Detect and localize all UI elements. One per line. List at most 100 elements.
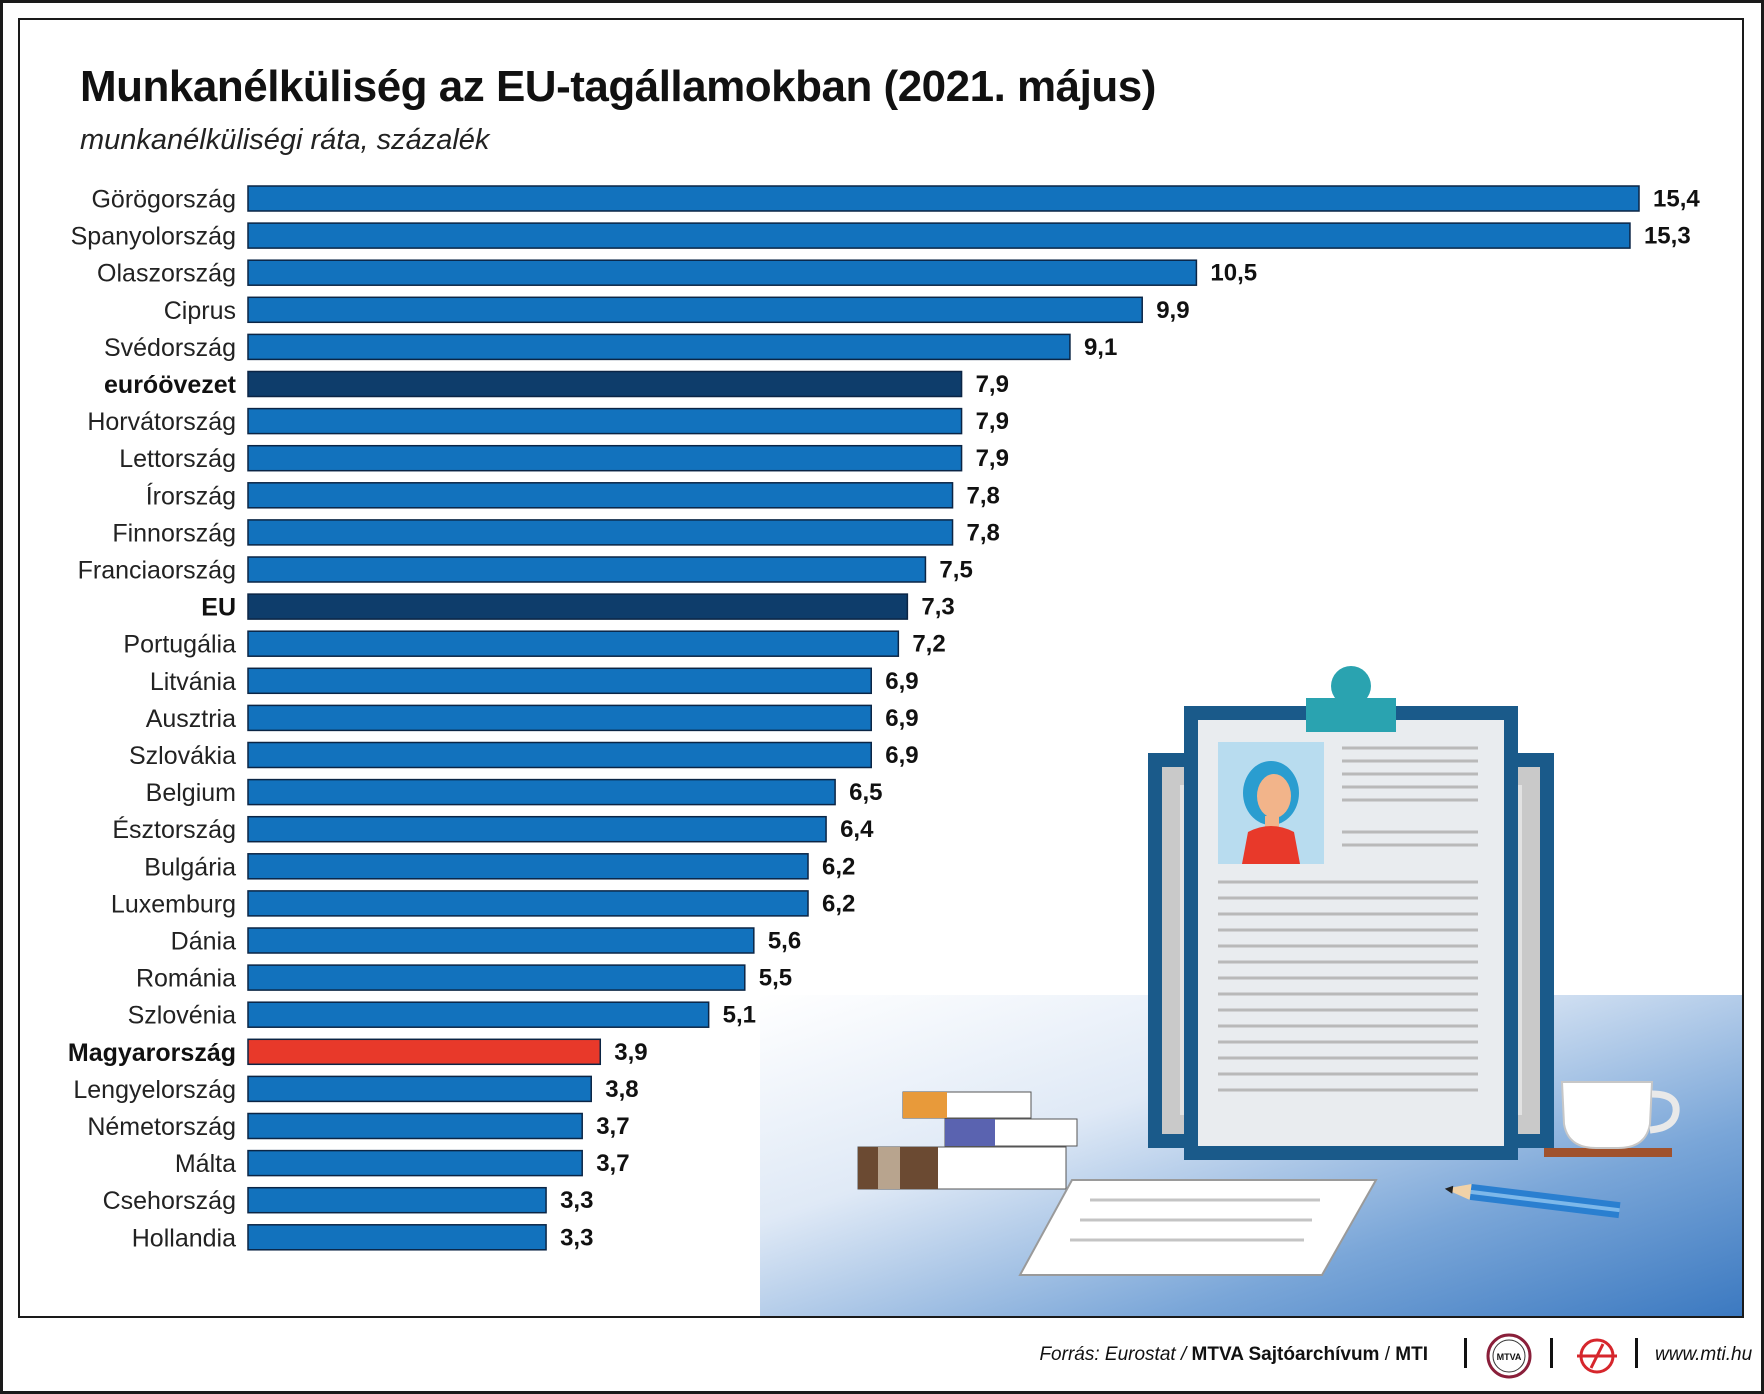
value-label-9: 7,8: [967, 519, 1000, 546]
value-label-17: 6,4: [840, 816, 874, 843]
category-label-2: Olaszország: [97, 260, 236, 288]
website-link[interactable]: www.mti.hu: [1655, 1344, 1753, 1365]
mtva-logo-text: MTVA: [1497, 1352, 1522, 1362]
value-label-24: 3,8: [605, 1076, 638, 1103]
pencil-icon: [1444, 1183, 1621, 1219]
bar-18: [247, 853, 809, 880]
source-mti: MTI: [1395, 1344, 1428, 1365]
mtva-logo-icon: MTVA: [1486, 1333, 1532, 1379]
category-label-14: Ausztria: [146, 705, 236, 733]
infographic-panel: Munkanélküliség az EU-tagállamokban (202…: [18, 18, 1744, 1318]
bar-10: [247, 556, 927, 583]
value-label-23: 3,9: [614, 1039, 647, 1066]
bar-9: [247, 519, 954, 546]
value-label-5: 7,9: [976, 371, 1009, 398]
bar-15: [247, 741, 872, 769]
bar-28: [247, 1224, 547, 1251]
bar-27: [247, 1186, 547, 1214]
category-label-26: Málta: [175, 1150, 236, 1178]
bar-16: [247, 778, 836, 806]
value-label-7: 7,9: [976, 445, 1009, 472]
chart-title: Munkanélküliség az EU-tagállamokban (202…: [80, 62, 1156, 111]
bar-12: [247, 630, 900, 657]
value-label-25: 3,7: [596, 1113, 629, 1140]
footer: Forrás: Eurostat / MTVA Sajtóarchívum / …: [0, 1322, 1764, 1392]
desk-illustration: [760, 666, 1742, 1316]
chart-subtitle: munkanélküliségi ráta, százalék: [80, 124, 490, 156]
category-label-4: Svédország: [104, 334, 236, 362]
bar-5: [247, 370, 963, 398]
value-label-6: 7,9: [976, 408, 1009, 435]
category-label-9: Finnország: [112, 519, 236, 547]
value-label-2: 10,5: [1210, 260, 1257, 287]
bar-13: [247, 667, 872, 695]
bar-1: [247, 222, 1631, 249]
bar-24: [247, 1075, 592, 1103]
category-label-23: Magyarország: [68, 1039, 236, 1067]
value-label-22: 5,1: [723, 1002, 756, 1029]
category-label-21: Románia: [136, 965, 236, 993]
category-label-11: EU: [201, 594, 236, 622]
bar-21: [247, 964, 746, 991]
footer-divider: [1550, 1338, 1553, 1368]
category-label-5: euróövezet: [104, 371, 237, 399]
value-label-10: 7,5: [939, 557, 972, 584]
bar-19: [247, 890, 809, 917]
bar-7: [247, 444, 963, 472]
value-label-20: 5,6: [768, 928, 801, 955]
category-label-20: Dánia: [171, 928, 236, 956]
source-prefix: Forrás: Eurostat /: [1039, 1344, 1187, 1365]
category-label-12: Portugália: [123, 631, 236, 659]
bar-3: [247, 296, 1143, 324]
bar-17: [247, 815, 827, 843]
category-label-8: Írország: [146, 481, 236, 510]
footer-divider: [1464, 1338, 1467, 1368]
value-label-14: 6,9: [885, 705, 918, 732]
category-label-13: Litvánia: [150, 668, 236, 696]
bar-23: [247, 1038, 602, 1066]
value-label-28: 3,3: [560, 1224, 593, 1251]
bar-22: [247, 1001, 710, 1028]
bar-8: [247, 482, 954, 509]
value-label-3: 9,9: [1156, 297, 1189, 324]
value-label-8: 7,8: [967, 482, 1000, 509]
source-archive: MTVA Sajtóarchívum: [1191, 1344, 1380, 1365]
category-label-10: Franciaország: [78, 557, 236, 585]
category-label-22: Szlovénia: [128, 1002, 236, 1030]
value-label-16: 6,5: [849, 779, 882, 806]
category-label-3: Ciprus: [164, 297, 236, 325]
value-label-27: 3,3: [560, 1187, 593, 1214]
coffee-cup-icon: [1544, 1081, 1680, 1157]
category-label-0: Görögország: [91, 186, 236, 214]
category-label-19: Luxemburg: [111, 890, 236, 918]
bar-26: [247, 1149, 583, 1177]
bar-14: [247, 704, 872, 732]
value-label-1: 15,3: [1644, 223, 1691, 250]
category-label-27: Csehország: [103, 1187, 236, 1215]
bar-2: [247, 259, 1198, 286]
mti-logo-icon: [1577, 1338, 1617, 1374]
value-label-0: 15,4: [1653, 186, 1700, 213]
source-separator: /: [1384, 1344, 1390, 1365]
book-stack-icon: [857, 1091, 1078, 1190]
category-label-16: Belgium: [146, 779, 236, 807]
category-label-17: Észtország: [112, 815, 236, 844]
value-label-15: 6,9: [885, 742, 918, 769]
value-label-4: 9,1: [1084, 334, 1117, 361]
bar-11: [247, 593, 909, 620]
category-label-25: Németország: [87, 1113, 236, 1141]
resume-photo-icon: [1218, 742, 1324, 864]
category-label-28: Hollandia: [132, 1224, 236, 1252]
paper-sheet-icon: [1018, 1179, 1378, 1276]
value-label-18: 6,2: [822, 853, 855, 880]
category-label-24: Lengyelország: [73, 1076, 236, 1104]
bar-25: [247, 1112, 583, 1140]
value-label-19: 6,2: [822, 890, 855, 917]
category-label-18: Bulgária: [144, 853, 236, 881]
bar-4: [247, 333, 1071, 361]
bar-0: [247, 185, 1640, 212]
bar-20: [247, 927, 755, 954]
category-label-1: Spanyolország: [71, 223, 236, 251]
category-label-15: Szlovákia: [129, 742, 236, 770]
